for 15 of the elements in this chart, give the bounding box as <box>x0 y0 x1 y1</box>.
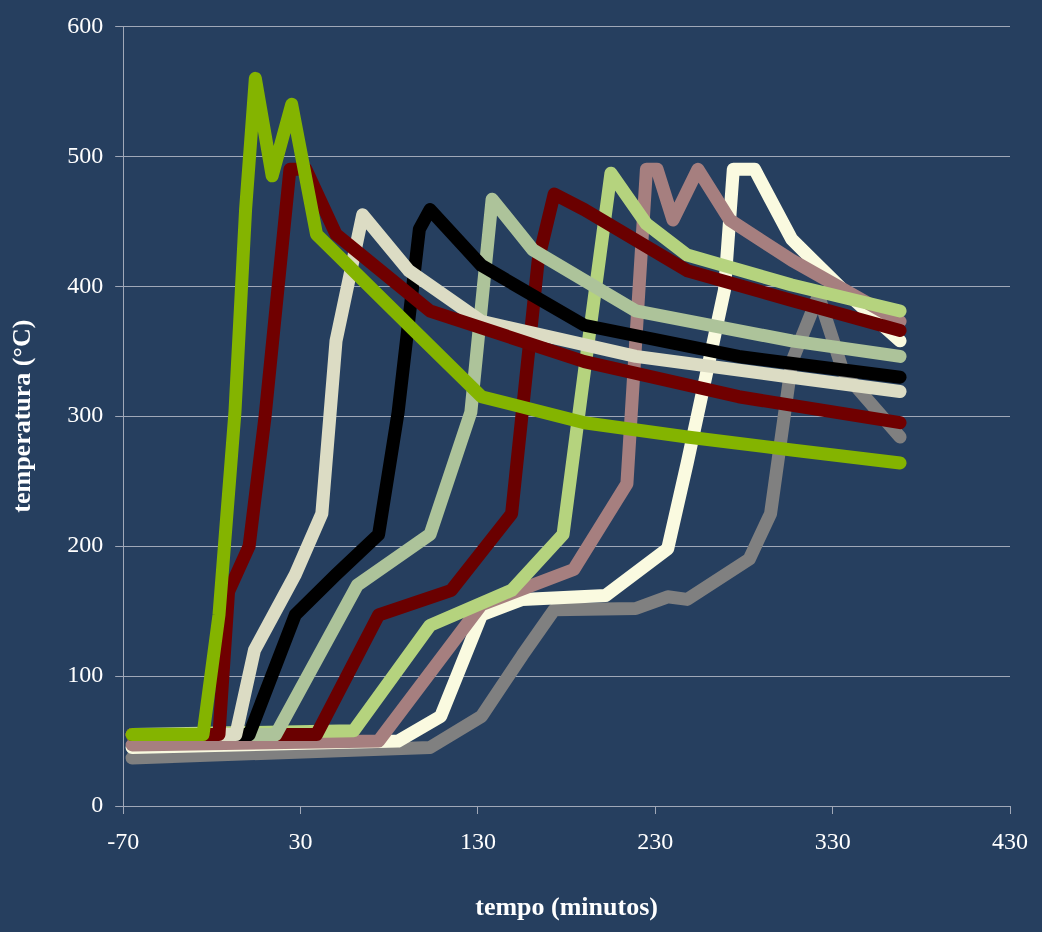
x-axis-title: tempo (minutos) <box>475 892 658 922</box>
y-axis-title: temperatura (°C) <box>7 319 37 513</box>
x-tick-label: 330 <box>814 827 851 854</box>
x-tick-label: -70 <box>107 827 140 854</box>
x-tick-label: 30 <box>288 827 313 854</box>
x-tick-label: 430 <box>992 827 1028 854</box>
y-tick-label: 600 <box>67 11 104 38</box>
y-tick-label: 0 <box>91 791 104 818</box>
y-tick-label: 300 <box>67 401 104 428</box>
y-tick-label: 400 <box>67 271 104 298</box>
x-tick-label: 130 <box>459 827 496 854</box>
y-tick-label: 200 <box>67 531 104 558</box>
x-tick-label: 230 <box>637 827 674 854</box>
y-tick-label: 100 <box>67 661 104 688</box>
y-tick-label: 500 <box>67 141 104 168</box>
